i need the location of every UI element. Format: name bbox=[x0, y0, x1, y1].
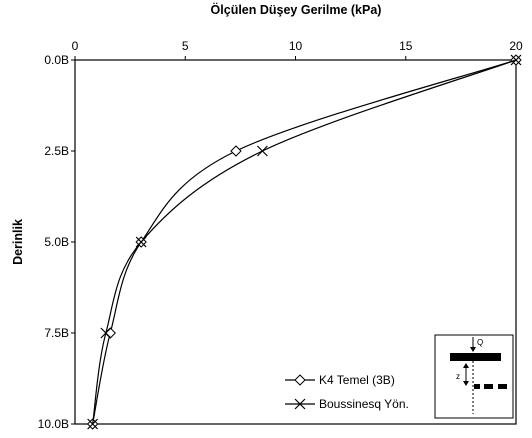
legend: K4 Temel (3B) Boussinesq Yön. bbox=[285, 373, 409, 411]
depth-label: z bbox=[456, 372, 460, 381]
axis-ticks: 0 5 10 15 20 0.0B 2.5B 5.0B 7.5B 10.0B bbox=[38, 39, 523, 431]
y-tick-label: 7.5B bbox=[44, 326, 69, 340]
x-tick-label: 5 bbox=[182, 39, 189, 53]
load-arrow-head bbox=[470, 347, 476, 352]
sensor bbox=[498, 384, 507, 389]
series-line bbox=[92, 59, 517, 425]
data-point-cross bbox=[510, 54, 522, 66]
legend-label: K4 Temel (3B) bbox=[319, 373, 395, 387]
x-tick-label: 10 bbox=[289, 39, 303, 53]
x-axis-title: Ölçülen Düşey Gerilme (kPa) bbox=[211, 2, 382, 17]
depth-arrow-top bbox=[463, 363, 469, 368]
data-point-cross bbox=[294, 398, 306, 410]
series-cross bbox=[87, 54, 522, 430]
x-tick-label: 0 bbox=[72, 39, 79, 53]
x-tick-label: 20 bbox=[509, 39, 523, 53]
footing bbox=[450, 353, 501, 361]
legend-item: K4 Temel (3B) bbox=[285, 373, 395, 387]
depth-arrow-bottom bbox=[463, 381, 469, 386]
data-point-diamond bbox=[294, 374, 306, 386]
y-tick-label: 10.0B bbox=[38, 417, 69, 431]
sensor bbox=[484, 384, 493, 389]
y-axis-title: Derinlik bbox=[11, 219, 25, 265]
legend-item: Boussinesq Yön. bbox=[285, 397, 409, 411]
data-point-cross bbox=[257, 145, 268, 157]
y-tick-label: 0.0B bbox=[44, 53, 69, 67]
load-label: Q bbox=[477, 338, 483, 347]
inset-diagram: Qz bbox=[434, 334, 514, 419]
sensor bbox=[474, 384, 480, 389]
x-tick-label: 15 bbox=[399, 39, 413, 53]
y-tick-label: 5.0B bbox=[44, 235, 69, 249]
series-line bbox=[92, 59, 517, 425]
series-layer bbox=[86, 54, 522, 430]
data-point-cross bbox=[87, 418, 99, 430]
data-point-cross bbox=[100, 327, 112, 339]
legend-label: Boussinesq Yön. bbox=[319, 397, 409, 411]
y-tick-label: 2.5B bbox=[44, 144, 69, 158]
data-point-diamond bbox=[230, 145, 242, 157]
data-point-cross bbox=[135, 236, 147, 248]
